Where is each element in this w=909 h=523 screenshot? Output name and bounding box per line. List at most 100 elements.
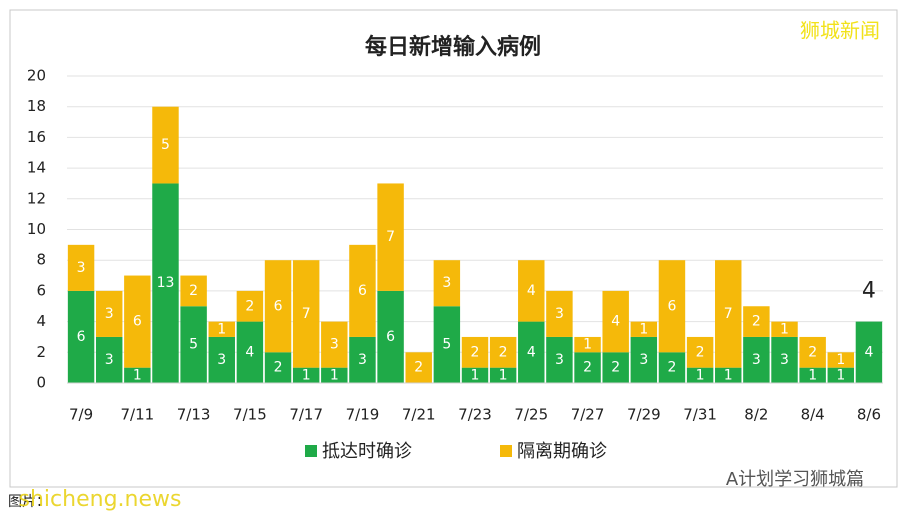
bar-segment — [574, 352, 601, 383]
bar-segment — [95, 336, 123, 383]
value-label: 7 — [386, 229, 395, 245]
value-label: 7 — [302, 306, 311, 322]
bar-segment — [574, 336, 601, 353]
x-tick-label: 8/4 — [801, 406, 825, 424]
y-tick-label: 8 — [36, 251, 46, 269]
value-label: 5 — [189, 337, 198, 353]
value-label: 1 — [780, 321, 789, 337]
bar-segment — [95, 290, 123, 337]
bar-segment — [461, 367, 489, 383]
value-label: 2 — [808, 344, 817, 360]
bar-segment — [124, 275, 151, 368]
bar-segment — [771, 336, 798, 383]
value-label: 2 — [499, 344, 508, 360]
value-label: 1 — [836, 352, 845, 368]
value-label: 3 — [330, 337, 339, 353]
caption: 图片： — [8, 494, 50, 510]
watermark: 狮城新闻 — [800, 19, 880, 43]
value-label: 1 — [217, 321, 226, 337]
value-label: 6 — [274, 298, 283, 314]
bar-segment — [715, 367, 742, 383]
bar-segment — [799, 367, 826, 383]
value-label: 2 — [189, 283, 198, 299]
value-label: 1 — [836, 367, 845, 383]
value-label: 2 — [696, 344, 705, 360]
bar-segment — [630, 336, 658, 383]
value-label: 3 — [105, 352, 114, 368]
bar-segment — [630, 321, 658, 337]
x-tick-label: 7/11 — [121, 406, 155, 424]
x-tick-label: 7/25 — [514, 406, 548, 424]
value-label: 2 — [611, 360, 620, 376]
bar-segment — [799, 336, 826, 368]
value-label: 2 — [245, 298, 254, 314]
value-label: 3 — [442, 275, 451, 291]
y-tick-label: 20 — [27, 67, 46, 85]
bar-segment — [124, 367, 151, 383]
x-tick-label: 7/19 — [346, 406, 380, 424]
bar-segment — [349, 336, 376, 383]
value-label: 1 — [696, 367, 705, 383]
value-label: 1 — [133, 367, 142, 383]
x-tick-label: 7/21 — [402, 406, 436, 424]
value-label: 2 — [414, 360, 423, 376]
y-tick-label: 14 — [27, 159, 46, 177]
x-tick-label: 7/29 — [627, 406, 661, 424]
y-tick-label: 0 — [36, 374, 46, 392]
x-tick-label: 7/9 — [69, 406, 93, 424]
value-label: 2 — [752, 314, 761, 330]
value-label: 3 — [77, 260, 86, 276]
bar-segment — [292, 260, 320, 368]
value-label: 4 — [245, 344, 254, 360]
bar-segment — [377, 290, 404, 383]
x-tick-label: 7/13 — [177, 406, 211, 424]
value-label: 3 — [217, 352, 226, 368]
bar-segment — [377, 183, 404, 291]
bar-segment — [67, 244, 95, 291]
bar-segment — [208, 336, 235, 383]
value-label: 6 — [358, 283, 367, 299]
bar-segment — [546, 336, 573, 383]
value-label: 4 — [527, 344, 536, 360]
value-label: 4 — [527, 283, 536, 299]
bar-segment — [686, 336, 714, 368]
bar-segment — [715, 260, 742, 368]
value-label: 6 — [77, 329, 86, 345]
bar-segment — [67, 290, 95, 383]
bar-segment — [658, 260, 686, 353]
value-label: 2 — [274, 360, 283, 376]
value-label: 1 — [471, 367, 480, 383]
value-label: 1 — [330, 367, 339, 383]
value-label: 3 — [105, 306, 114, 322]
value-label: 13 — [157, 275, 175, 291]
x-tick-label: 7/31 — [683, 406, 717, 424]
y-tick-label: 6 — [36, 281, 46, 299]
watermark: shicheng.news — [19, 487, 182, 512]
watermark: A计划学习狮城篇 — [726, 469, 864, 490]
bar-segment — [743, 306, 770, 337]
x-tick-label: 7/17 — [289, 406, 323, 424]
value-label: 4 — [864, 344, 873, 360]
value-label: 2 — [668, 360, 677, 376]
bar-segment — [236, 321, 264, 383]
value-label: 6 — [386, 329, 395, 345]
bar-segment — [292, 367, 320, 383]
bar-segment — [489, 367, 517, 383]
x-tick-label: 7/15 — [233, 406, 267, 424]
bar-segment — [489, 336, 517, 368]
legend-label: 抵达时确诊 — [322, 441, 412, 462]
bar-segment — [433, 260, 461, 307]
value-label: 5 — [161, 137, 170, 153]
legend-swatch — [305, 445, 317, 457]
bar-segment — [405, 352, 432, 383]
value-label: 1 — [639, 321, 648, 337]
bar-segment — [236, 290, 264, 322]
bar-segment — [602, 352, 629, 383]
value-label: 2 — [583, 360, 592, 376]
x-tick-label: 8/2 — [744, 406, 768, 424]
value-label: 3 — [555, 352, 564, 368]
bar-segment — [321, 321, 348, 368]
y-tick-label: 2 — [36, 343, 46, 361]
